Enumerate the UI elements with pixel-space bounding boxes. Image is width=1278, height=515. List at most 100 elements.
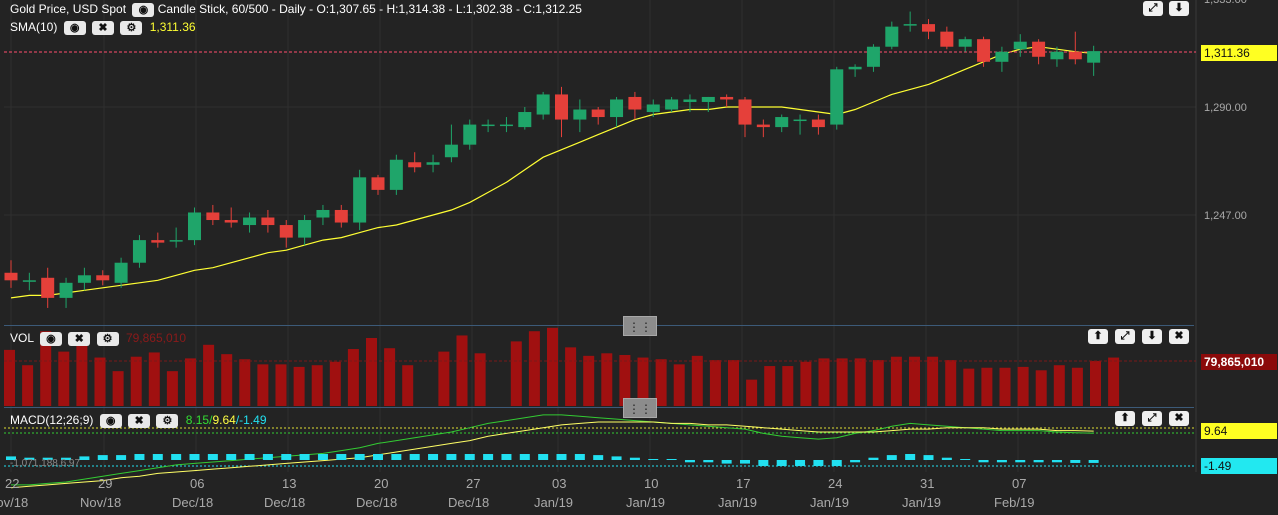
volume-bar [293, 366, 305, 406]
volume-bar [547, 327, 558, 406]
resize-grip-icon[interactable]: ⋮⋮ [623, 398, 657, 418]
instrument-name: Gold Price, USD Spot [10, 2, 127, 16]
volume-bar [764, 366, 776, 406]
sma-line [10, 46, 1094, 299]
volume-bar [746, 379, 758, 406]
macd-hist-bar [207, 454, 218, 460]
macd-hist-bar [648, 459, 659, 460]
sma-eye-icon[interactable]: ◉ [63, 20, 86, 35]
download-icon[interactable]: ⬇ [1169, 1, 1189, 16]
volume-down-icon[interactable]: ⬇ [1142, 329, 1162, 344]
volume-up-icon[interactable]: ⬆ [1088, 329, 1108, 344]
candle-body [59, 282, 73, 298]
volume-bar [583, 355, 595, 406]
candle-body [1068, 51, 1082, 60]
macd-hist-bar [409, 454, 420, 460]
x-tick-month: Jan/19 [626, 495, 665, 510]
volume-bar [691, 355, 703, 406]
macd-hist-bar [666, 459, 677, 460]
macd-hist-bar [134, 454, 145, 460]
macd-hist-bar [538, 454, 549, 460]
volume-bar [94, 357, 106, 406]
volume-bar [438, 351, 450, 406]
macd-hist-bar [593, 455, 604, 460]
volume-close-icon[interactable]: ✖ [68, 331, 91, 346]
macd-up-icon[interactable]: ⬆ [1115, 411, 1135, 426]
candle-body [518, 112, 532, 128]
macd-hist-bar [611, 456, 622, 460]
macd-close-icon[interactable]: ✖ [128, 413, 151, 428]
volume-expand-icon[interactable]: ⤢ [1115, 329, 1135, 344]
sma-close-icon[interactable]: ✖ [92, 20, 115, 35]
macd-hist-bar [42, 457, 53, 460]
macd-hist-bar [556, 454, 567, 460]
x-tick-month: Dec/18 [448, 495, 489, 510]
candle-body [4, 272, 18, 281]
volume-bar [619, 355, 631, 406]
volume-bar [528, 331, 540, 406]
resize-grip-icon[interactable]: ⋮⋮ [623, 316, 657, 336]
x-tick-day: 20 [374, 476, 388, 491]
candle-body [573, 109, 587, 120]
macd-hist-bar [1070, 460, 1081, 463]
macd-hist-bar [1033, 460, 1044, 463]
volume-bar [782, 366, 794, 406]
x-tick-day: 22 [5, 476, 19, 491]
candle-body [371, 177, 385, 190]
x-tick-day: 17 [736, 476, 750, 491]
volume-bar [384, 348, 396, 406]
candle-body [885, 26, 899, 47]
volume-bar [927, 356, 939, 406]
volume-bar [836, 358, 848, 406]
volume-bar [1017, 366, 1029, 406]
candle-body [665, 99, 679, 110]
visibility-eye-icon[interactable]: ◉ [132, 2, 155, 17]
volume-gear-icon[interactable]: ⚙ [96, 331, 119, 346]
volume-close-button[interactable]: ✖ [1169, 329, 1189, 344]
macd-hist-bar [850, 460, 861, 463]
candle-body [334, 209, 348, 223]
candle-body [775, 117, 789, 128]
macd-hist-bar [171, 454, 182, 460]
candle-body [408, 162, 422, 168]
candle-body [169, 240, 183, 242]
price-tick-label: 1,247.00 [1204, 210, 1247, 222]
x-tick-month: Dec/18 [264, 495, 305, 510]
volume-eye-icon[interactable]: ◉ [39, 331, 62, 346]
macd-gear-icon[interactable]: ⚙ [156, 413, 179, 428]
candle-body [646, 104, 660, 113]
macd-hist-bar [189, 454, 200, 460]
x-tick-month: Dec/18 [356, 495, 397, 510]
signal-line [10, 421, 1094, 489]
volume-bar [601, 353, 613, 406]
macd-hist-bar [116, 455, 127, 460]
macd-expand-icon[interactable]: ⤢ [1142, 411, 1162, 426]
volume-bar [22, 365, 34, 406]
expand-icon[interactable]: ⤢ [1143, 1, 1163, 16]
volume-bar [221, 354, 233, 406]
macd-hist-bar [24, 457, 35, 460]
macd-hist-bar [960, 459, 971, 460]
volume-bar [402, 365, 414, 406]
macd-hist-bar [684, 460, 695, 463]
volume-bar [58, 351, 70, 406]
candle-body [555, 94, 568, 120]
sma-gear-icon[interactable]: ⚙ [120, 20, 143, 35]
macd-close-button[interactable]: ✖ [1169, 411, 1189, 426]
volume-bar [311, 365, 323, 406]
macd-hist-value: -1.49 [239, 413, 267, 427]
macd-hist-bar [629, 457, 640, 460]
candle-body [1087, 51, 1101, 63]
volume-bar [257, 364, 269, 406]
x-tick-month: Jan/19 [718, 495, 757, 510]
macd-eye-icon[interactable]: ◉ [99, 413, 122, 428]
volume-bar [366, 338, 377, 406]
x-tick-month: Nov/18 [80, 495, 121, 510]
macd-hist-bar [281, 454, 292, 460]
candle-body [922, 24, 935, 32]
candle-body [224, 220, 238, 223]
price-tick-label: 1,290.00 [1204, 102, 1247, 114]
price-tick-label: 1,333.00 [1204, 0, 1247, 6]
macd-hist-bar [336, 454, 347, 460]
